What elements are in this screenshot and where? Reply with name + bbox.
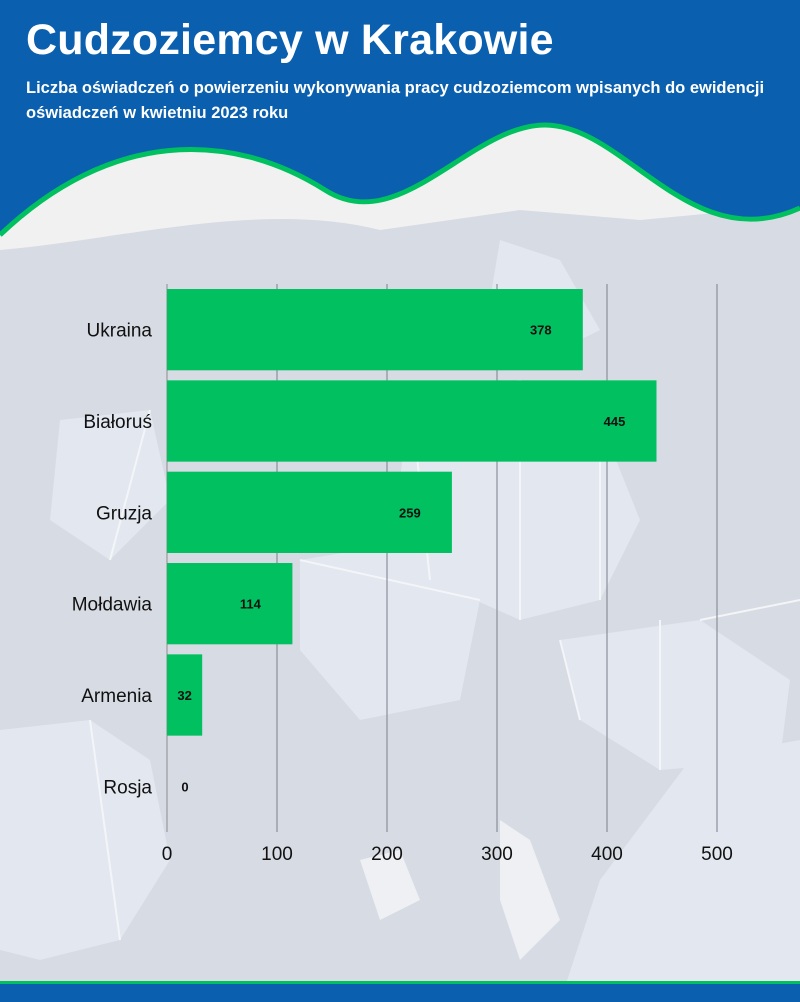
x-tick-label: 100 bbox=[261, 844, 293, 865]
category-label: Armenia bbox=[81, 686, 152, 707]
header-banner bbox=[0, 0, 800, 237]
page-subtitle: Liczba oświadczeń o powierzeniu wykonywa… bbox=[26, 79, 765, 122]
bar bbox=[167, 380, 657, 462]
category-label: Mołdawia bbox=[72, 595, 153, 616]
bar bbox=[167, 563, 293, 645]
data-label: 0 bbox=[181, 779, 188, 794]
page-title: Cudzoziemcy w Krakowie bbox=[26, 16, 554, 64]
data-label: 259 bbox=[399, 505, 421, 520]
category-label: Białoruś bbox=[83, 412, 152, 433]
x-tick-label: 200 bbox=[371, 844, 403, 865]
data-label: 445 bbox=[604, 414, 626, 429]
data-label: 32 bbox=[177, 688, 191, 703]
data-label: 378 bbox=[530, 323, 552, 338]
footer-bar bbox=[0, 984, 800, 1002]
data-label: 114 bbox=[240, 597, 262, 612]
bar bbox=[167, 289, 583, 371]
x-tick-label: 400 bbox=[591, 844, 623, 865]
footer-accent-line bbox=[0, 981, 800, 985]
bar-chart: Ukraina 378 Białoruś 445 Gruzja 259 Mołdawia 11… bbox=[72, 284, 733, 865]
bar bbox=[167, 471, 452, 553]
x-tick-label: 300 bbox=[481, 844, 513, 865]
category-label: Gruzja bbox=[96, 503, 152, 524]
category-label: Rosja bbox=[103, 777, 152, 798]
category-label: Ukraina bbox=[87, 321, 153, 342]
x-tick-label: 500 bbox=[701, 844, 733, 865]
bar bbox=[167, 654, 203, 736]
x-tick-label: 0 bbox=[162, 844, 173, 865]
